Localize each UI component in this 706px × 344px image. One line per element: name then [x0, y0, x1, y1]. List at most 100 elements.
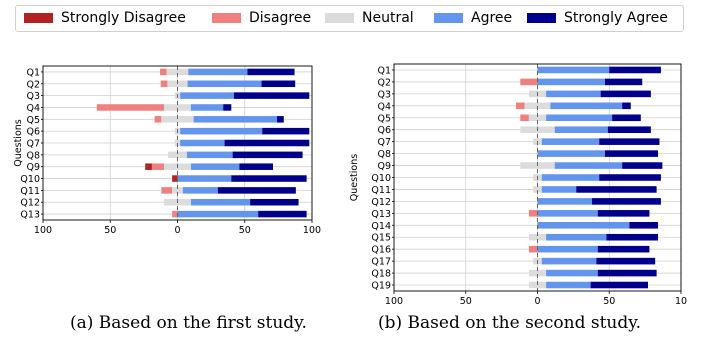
x-tick-label: 50	[460, 296, 472, 307]
bar-q5-strongly-agree	[277, 116, 284, 123]
bar-q11-neutral	[533, 186, 542, 193]
bar-q1-agree	[537, 66, 610, 74]
bar-q12-strongly-agree	[592, 198, 661, 205]
bar-q11-neutral	[172, 187, 183, 194]
y-tick-label: Q2	[26, 79, 40, 90]
x-tick-label: 50	[239, 225, 251, 236]
bar-q9-strongly-agree	[622, 162, 663, 169]
bar-q15-agree	[546, 233, 607, 241]
bar-q12-strongly-agree	[250, 198, 299, 206]
bar-q7-strongly-agree	[224, 139, 310, 147]
y-tick-label: Q5	[377, 113, 391, 124]
bar-q13-disagree	[528, 210, 538, 217]
bar-q4-agree	[550, 102, 623, 110]
y-tick-label: Q1	[377, 65, 391, 76]
bar-q19-neutral	[528, 281, 547, 289]
legend-swatch-strongly-agree	[527, 13, 556, 23]
bar-q16-agree	[537, 245, 598, 253]
y-tick-label: Q13	[20, 210, 40, 221]
bar-q9-agree	[190, 163, 240, 170]
bar-q13-agree	[537, 210, 598, 217]
bar-q2-strongly-agree	[604, 78, 643, 86]
bar-q19-strongly-agree	[590, 281, 648, 289]
bar-q4-disagree	[515, 102, 525, 110]
bar-q8-agree	[537, 150, 605, 157]
bar-q15-strongly-agree	[606, 233, 659, 241]
y-tick-label: Q18	[371, 269, 391, 280]
bar-q2-disagree	[520, 78, 538, 86]
bar-q10-agree	[541, 174, 600, 181]
bar-q3-agree	[180, 92, 234, 99]
y-tick-label: Q17	[371, 257, 391, 268]
bar-q13-strongly-agree	[258, 210, 307, 218]
bar-q3-agree	[546, 90, 601, 98]
x-tick-label: 0	[534, 296, 540, 307]
x-tick-label: 50	[104, 225, 116, 236]
x-tick-label: 100	[385, 296, 403, 307]
x-tick-label: 50	[603, 296, 615, 307]
legend: Strongly Disagree Disagree Neutral Agree…	[15, 5, 684, 32]
bar-q1-disagree	[160, 68, 167, 76]
bar-q18-neutral	[528, 269, 547, 277]
legend-label-disagree: Disagree	[249, 10, 312, 26]
y-tick-label: Q11	[371, 185, 391, 196]
y-tick-label: Q8	[377, 149, 391, 160]
x-tick-label: 100	[303, 225, 321, 236]
bar-q4-strongly-agree	[622, 102, 631, 110]
legend-label-agree: Agree	[471, 10, 513, 26]
bar-q8-strongly-agree	[232, 151, 303, 159]
bar-q9-strongly-disagree	[145, 163, 152, 170]
bar-q6-agree	[554, 126, 608, 133]
y-tick-label: Q3	[26, 91, 40, 102]
bar-q9-strongly-agree	[239, 163, 273, 170]
legend-label-neutral: Neutral	[362, 10, 414, 26]
bar-q11-strongly-agree	[217, 187, 296, 194]
y-tick-label: Q7	[26, 139, 40, 150]
bar-q16-disagree	[528, 245, 538, 253]
bar-q2-disagree	[160, 80, 168, 88]
bar-q9-disagree	[151, 163, 165, 170]
bar-q1-neutral	[166, 68, 189, 76]
bar-q11-strongly-agree	[576, 186, 657, 193]
bar-q6-strongly-agree	[262, 127, 310, 135]
bar-q2-agree	[537, 78, 605, 86]
bar-q3-strongly-agree	[600, 90, 651, 98]
bar-q5-disagree	[154, 116, 162, 123]
y-tick-label: Q9	[377, 161, 391, 172]
y-tick-label: Q19	[371, 281, 391, 292]
bar-q3-strongly-agree	[233, 92, 310, 99]
bar-q2-strongly-agree	[261, 80, 296, 88]
bar-q11-agree	[541, 186, 577, 193]
y-tick-label: Q2	[377, 77, 391, 88]
bar-q7-strongly-agree	[599, 138, 660, 145]
y-tick-label: Q1	[26, 67, 40, 78]
bar-q1-strongly-agree	[247, 68, 295, 76]
y-tick-label: Q10	[20, 174, 40, 185]
bar-q14-strongly-agree	[629, 222, 659, 229]
bar-q18-agree	[546, 269, 598, 277]
y-tick-label: Q6	[26, 127, 40, 138]
y-tick-label: Q14	[371, 221, 391, 232]
bar-q13-strongly-agree	[597, 210, 650, 217]
bar-q2-agree	[187, 80, 262, 88]
bar-q15-neutral	[528, 233, 547, 241]
bar-q13-disagree	[172, 210, 178, 218]
bar-q6-strongly-agree	[607, 126, 651, 133]
y-tick-label: Q13	[371, 209, 391, 220]
bar-q5-neutral	[161, 116, 194, 123]
y-tick-label: Q15	[371, 233, 391, 244]
x-tick-label: 0	[174, 225, 180, 236]
y-tick-label: Q16	[371, 245, 391, 256]
bar-q10-strongly-agree	[231, 175, 307, 182]
legend-swatch-agree	[434, 13, 463, 23]
y-tick-label: Q10	[371, 173, 391, 184]
bar-q5-agree	[546, 114, 613, 122]
y-tick-label: Q12	[20, 198, 40, 209]
bar-q1-agree	[188, 68, 248, 76]
bar-q18-strongly-agree	[597, 269, 657, 277]
bar-q7-agree	[180, 139, 225, 147]
bar-q4-strongly-agree	[223, 104, 232, 111]
bar-q17-strongly-agree	[596, 257, 656, 265]
